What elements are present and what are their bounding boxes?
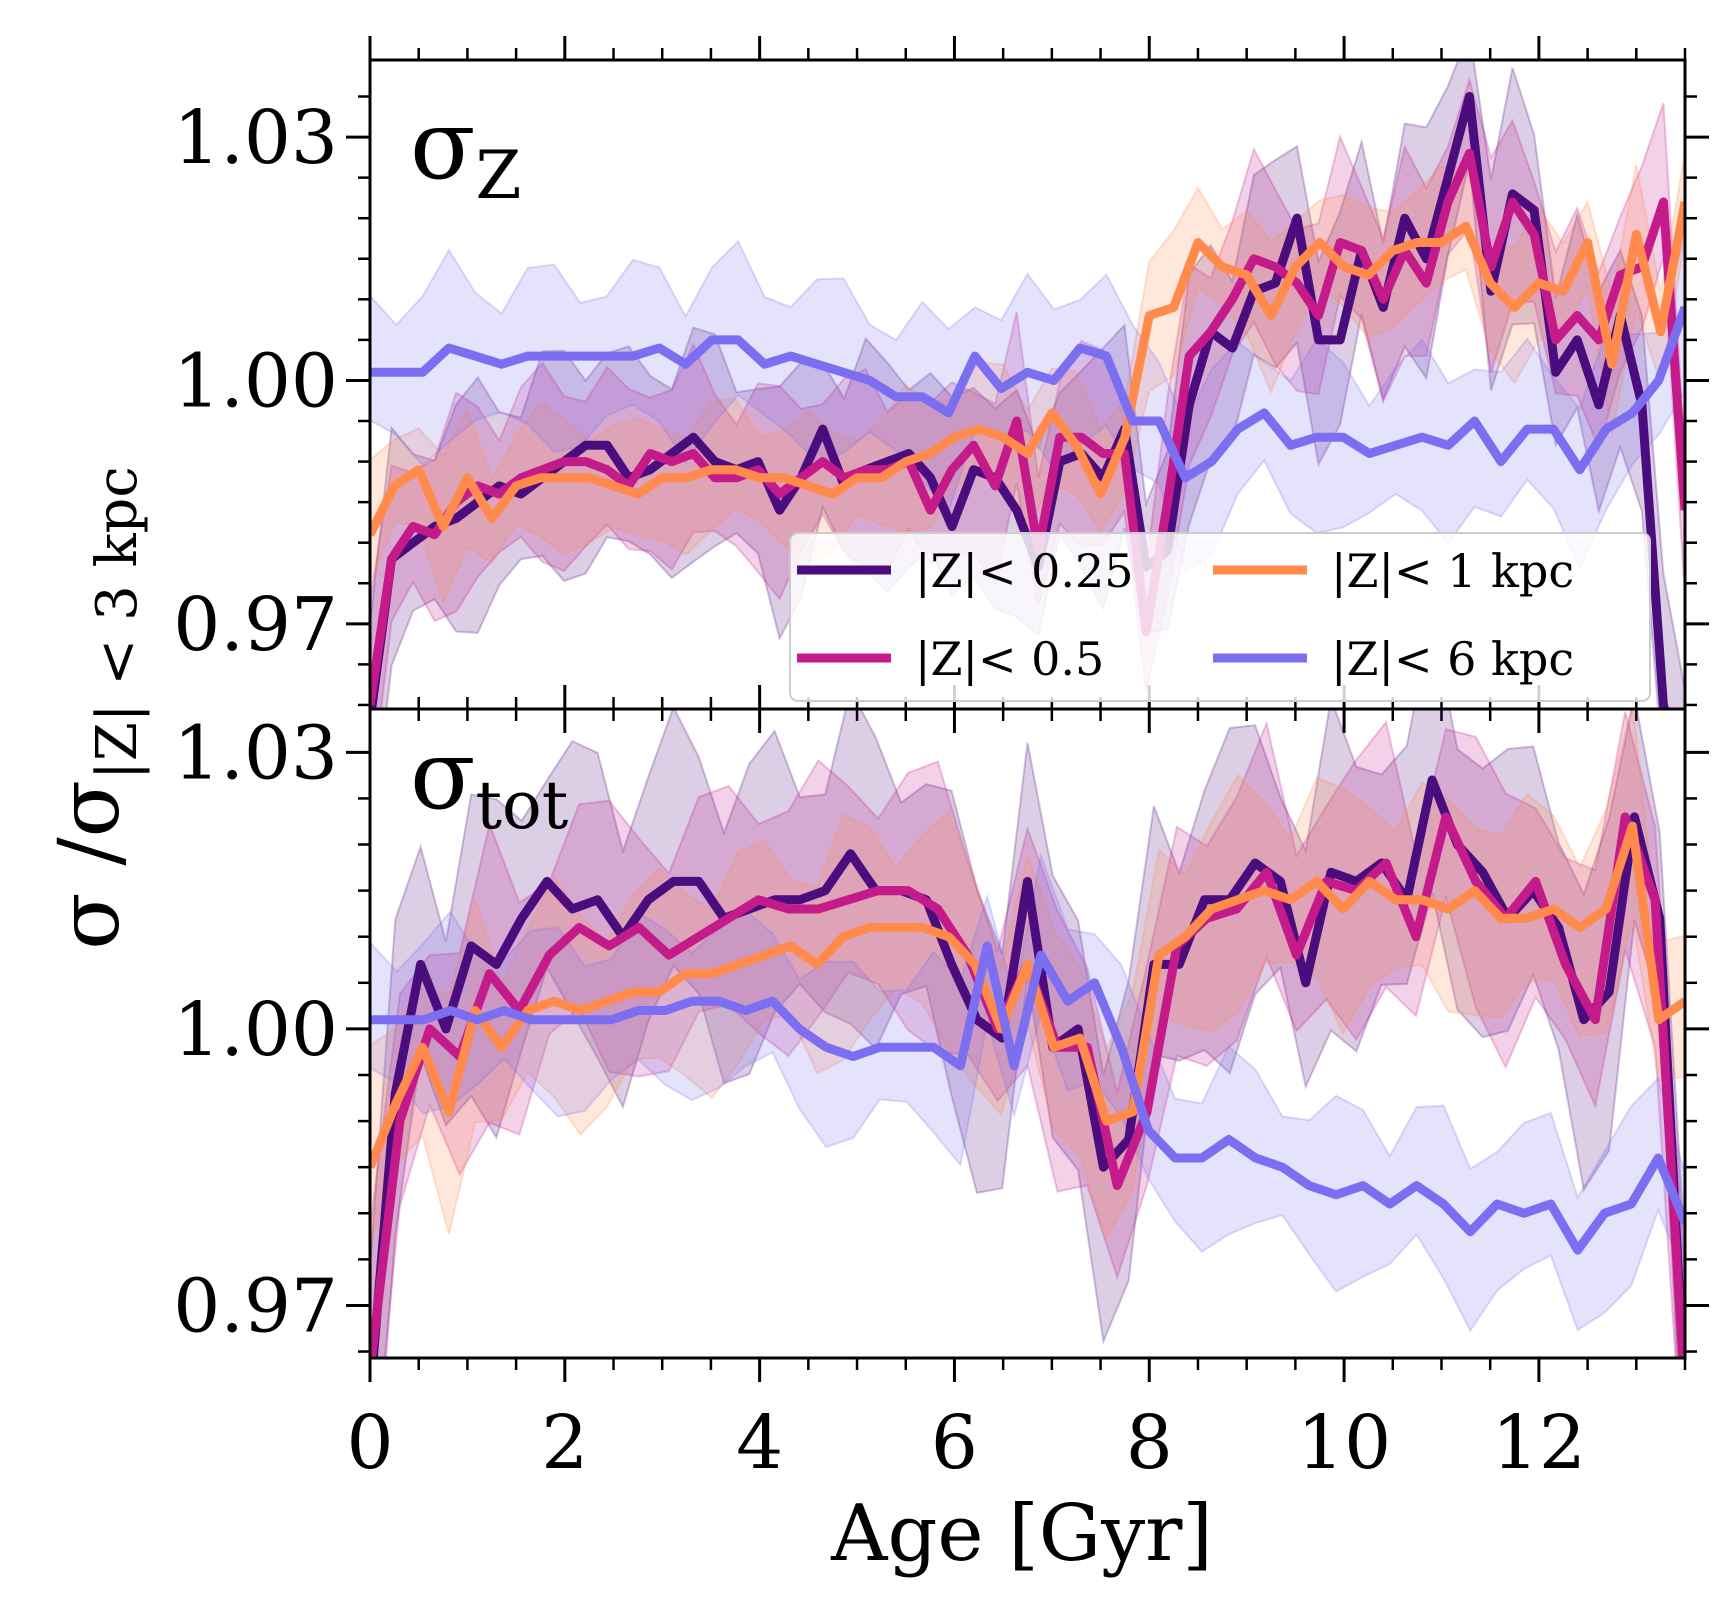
y-tick-label: 1.03 <box>173 710 338 796</box>
ticks-top: 0.97 1.00 1.03 <box>173 36 1709 733</box>
line-z1-top <box>370 201 1685 537</box>
legend-box <box>789 532 1651 702</box>
panel-sigma-z: 0.97 1.00 1.03 σZ <box>173 36 1709 733</box>
x-tick-label: 2 <box>541 1400 588 1486</box>
ticks-bottom: 0.97 1.00 1.03 0 2 4 6 8 10 12 <box>173 685 1709 1486</box>
y-axis-title-main: σ /σ <box>40 780 138 950</box>
x-axis-title: Age [Gyr] <box>830 1489 1213 1579</box>
x-tick-label: 0 <box>346 1400 393 1486</box>
y-axis-title-sub: |Z| < 3 kpc <box>85 466 150 780</box>
y-tick-label: 1.03 <box>173 95 338 181</box>
panel-label-main: σ <box>410 719 476 831</box>
panel-label-sigma-z: σZ <box>410 89 521 214</box>
x-tick-label: 6 <box>931 1400 978 1486</box>
band-z6-top <box>370 233 1685 573</box>
y-tick-label: 0.97 <box>173 582 338 668</box>
y-axis-title: σ /σ|Z| < 3 kpc <box>40 466 150 949</box>
band-z025-bottom <box>370 709 1685 1358</box>
panel-label-sub: tot <box>476 767 569 844</box>
x-tick-label: 10 <box>1297 1400 1391 1486</box>
legend: |Z|< 0.25 |Z|< 0.5 |Z|< 1 kpc |Z|< 6 kpc <box>789 532 1651 702</box>
line-z6-top <box>370 305 1685 483</box>
legend-label-z025: |Z|< 0.25 <box>915 544 1134 598</box>
band-z05-bottom <box>370 711 1685 1358</box>
legend-label-z05: |Z|< 0.5 <box>915 632 1104 686</box>
panel-label-sub: Z <box>476 137 522 214</box>
panel-label-main: σ <box>410 89 476 201</box>
x-tick-label: 8 <box>1126 1400 1173 1486</box>
y-tick-label: 1.00 <box>173 987 338 1073</box>
line-z1-bottom <box>370 821 1685 1169</box>
y-tick-label: 1.00 <box>173 338 338 424</box>
panel-sigma-tot: 0.97 1.00 1.03 0 2 4 6 8 10 12 σtot <box>173 685 1709 1486</box>
legend-label-z1: |Z|< 1 kpc <box>1331 544 1574 598</box>
x-tick-label: 4 <box>736 1400 783 1486</box>
x-tick-label: 12 <box>1492 1400 1586 1486</box>
line-z05-top <box>370 148 1685 706</box>
line-z6-bottom <box>370 941 1685 1255</box>
legend-label-z6: |Z|< 6 kpc <box>1331 632 1574 686</box>
panel-bottom-frame <box>368 707 1687 1360</box>
y-tick-label: 0.97 <box>173 1263 338 1349</box>
panel-label-sigma-tot: σtot <box>410 719 568 844</box>
series-lines-bottom <box>370 775 1685 1358</box>
